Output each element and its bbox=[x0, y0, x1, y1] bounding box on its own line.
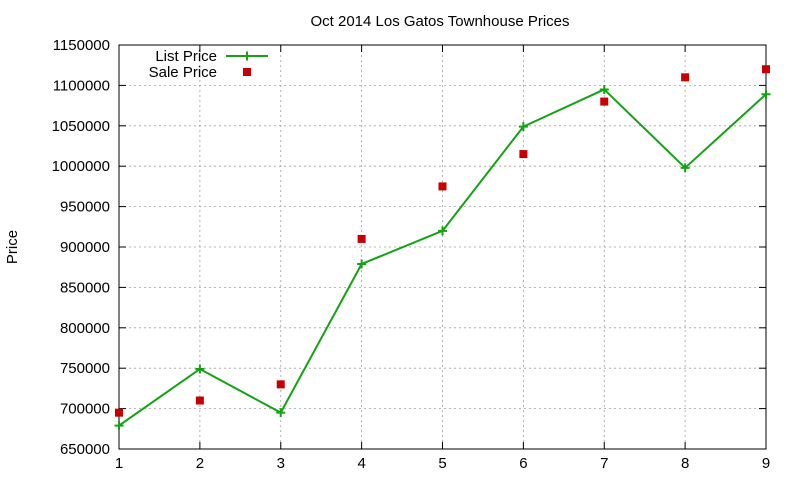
series-sale-price bbox=[115, 65, 770, 417]
data-point bbox=[518, 122, 528, 132]
y-axis-title: Price bbox=[4, 230, 21, 264]
data-point bbox=[438, 182, 447, 191]
x-tick-label: 5 bbox=[438, 455, 446, 472]
data-point bbox=[600, 97, 609, 106]
chart-title: Oct 2014 Los Gatos Townhouse Prices bbox=[310, 13, 569, 30]
x-tick-label: 8 bbox=[681, 455, 689, 472]
data-point bbox=[276, 408, 286, 418]
data-point bbox=[195, 364, 205, 374]
y-tick-label: 1050000 bbox=[52, 118, 110, 135]
series-layer bbox=[114, 65, 771, 431]
legend-marker bbox=[242, 51, 252, 61]
grid-lines bbox=[119, 45, 766, 449]
y-tick-label: 800000 bbox=[60, 320, 110, 337]
y-tick-label: 1100000 bbox=[53, 77, 110, 94]
data-point bbox=[357, 234, 366, 243]
data-point bbox=[357, 259, 367, 269]
x-tick-label: 2 bbox=[196, 455, 204, 472]
y-tick-label: 750000 bbox=[60, 360, 110, 377]
x-tick-label: 3 bbox=[277, 455, 285, 472]
data-point bbox=[519, 150, 528, 159]
data-point bbox=[761, 89, 771, 99]
y-tick-label: 1000000 bbox=[52, 158, 110, 175]
data-point bbox=[681, 73, 690, 82]
x-tick-label: 1 bbox=[115, 455, 123, 472]
legend-label-list-price: List Price bbox=[155, 48, 217, 65]
legend-label-sale-price: Sale Price bbox=[149, 64, 217, 81]
data-point bbox=[114, 421, 124, 431]
data-point bbox=[438, 226, 447, 236]
x-tick-label: 7 bbox=[600, 455, 608, 472]
x-tick-label: 6 bbox=[519, 455, 527, 472]
data-point bbox=[276, 380, 285, 389]
data-point bbox=[599, 84, 609, 94]
y-tick-label: 700000 bbox=[60, 401, 110, 418]
axis-ticks: 650000 700000 750000 800000 850000 900000 9500… bbox=[52, 37, 771, 472]
y-tick-label: 850000 bbox=[60, 279, 110, 296]
legend: List Price Sale Price bbox=[149, 48, 268, 81]
data-point bbox=[115, 408, 123, 417]
data-point bbox=[680, 163, 690, 173]
data-point bbox=[762, 65, 770, 74]
y-tick-label: 900000 bbox=[60, 239, 110, 256]
y-tick-label: 650000 bbox=[60, 441, 110, 458]
legend-marker bbox=[243, 68, 251, 76]
y-tick-label: 1150000 bbox=[53, 37, 110, 54]
x-tick-label: 4 bbox=[357, 455, 365, 472]
x-tick-label: 9 bbox=[762, 455, 770, 472]
series-list-price bbox=[114, 84, 771, 431]
data-point bbox=[195, 396, 204, 405]
legend-symbol-list-price bbox=[226, 51, 268, 61]
legend-symbol-sale-price bbox=[243, 68, 251, 76]
y-tick-label: 950000 bbox=[60, 199, 110, 216]
